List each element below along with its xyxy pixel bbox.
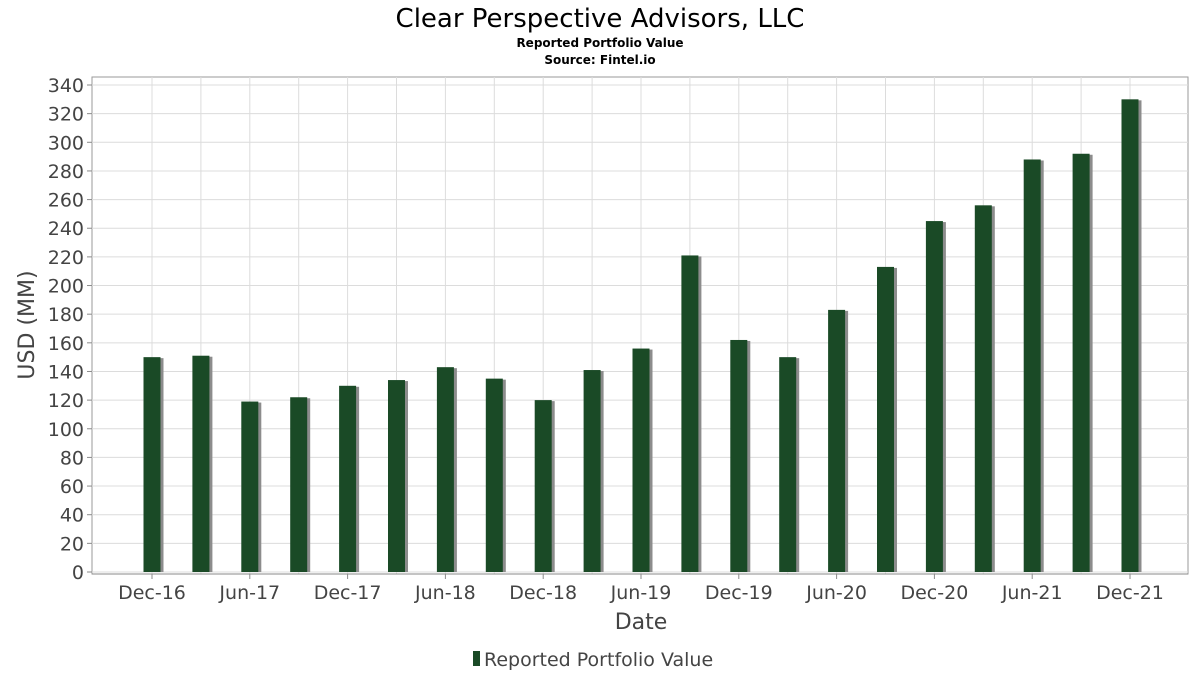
- y-tick-label: 0: [72, 562, 84, 584]
- x-tick-label: Dec-21: [1096, 582, 1164, 604]
- x-tick-label: Jun-19: [610, 582, 672, 604]
- bar: [290, 397, 308, 572]
- x-tick-label: Jun-20: [805, 582, 867, 604]
- bar: [730, 339, 748, 572]
- bar: [241, 401, 259, 572]
- y-tick-label: 120: [48, 390, 84, 412]
- y-tick-label: 340: [48, 75, 84, 97]
- y-tick-label: 60: [60, 476, 84, 498]
- bar: [534, 400, 552, 572]
- y-tick-label: 160: [48, 333, 84, 355]
- bar: [1072, 153, 1090, 573]
- y-tick-label: 320: [48, 104, 84, 126]
- y-tick-label: 80: [60, 447, 84, 469]
- chart-subtitle-1: Reported Portfolio Value: [516, 36, 683, 50]
- y-axis-label: USD (MM): [15, 270, 40, 379]
- legend-swatch: [473, 651, 480, 666]
- legend-label: Reported Portfolio Value: [484, 649, 713, 671]
- chart-subtitle-2: Source: Fintel.io: [544, 53, 655, 67]
- x-tick-label: Dec-18: [509, 582, 577, 604]
- y-tick-label: 220: [48, 247, 84, 269]
- chart-title: Clear Perspective Advisors, LLC: [396, 4, 805, 34]
- y-tick-label: 140: [48, 361, 84, 383]
- bar: [925, 221, 943, 572]
- x-axis-ticks: Dec-16 Jun-17 Dec-17 Jun-18 Dec-18 Jun-19 Dec-…: [118, 574, 1164, 604]
- bar: [681, 255, 699, 572]
- y-tick-label: 40: [60, 505, 84, 527]
- bar: [877, 266, 894, 572]
- bar: [339, 385, 357, 572]
- bar: [143, 357, 161, 572]
- bar: [583, 370, 601, 572]
- bar: [485, 378, 503, 572]
- x-tick-label: Dec-19: [705, 582, 773, 604]
- x-tick-label: Dec-16: [118, 582, 186, 604]
- bars: [143, 99, 1142, 573]
- bar: [192, 355, 210, 572]
- y-tick-label: 300: [48, 132, 84, 154]
- y-tick-label: 260: [48, 190, 84, 212]
- y-tick-label: 280: [48, 161, 84, 183]
- bar: [828, 309, 846, 572]
- legend: Reported Portfolio Value: [473, 649, 713, 671]
- bar: [974, 205, 992, 573]
- bar: [388, 380, 405, 572]
- y-tick-label: 200: [48, 276, 84, 298]
- x-tick-label: Dec-20: [900, 582, 968, 604]
- bar: [436, 367, 454, 572]
- bar: [1023, 159, 1041, 572]
- x-tick-label: Jun-17: [218, 582, 280, 604]
- y-axis-ticks: 0 20 40 60 80 100 120 140 160 180 200 220 240 260 280 3…: [48, 75, 92, 584]
- x-axis-label: Date: [615, 610, 668, 635]
- y-tick-label: 100: [48, 419, 84, 441]
- x-tick-label: Jun-21: [1001, 582, 1063, 604]
- bar: [779, 357, 797, 572]
- bar: [632, 348, 650, 572]
- bar: [1121, 99, 1139, 572]
- y-tick-label: 20: [60, 533, 84, 555]
- y-tick-label: 240: [48, 218, 84, 240]
- x-tick-label: Dec-17: [314, 582, 382, 604]
- y-tick-label: 180: [48, 304, 84, 326]
- x-tick-label: Jun-18: [414, 582, 476, 604]
